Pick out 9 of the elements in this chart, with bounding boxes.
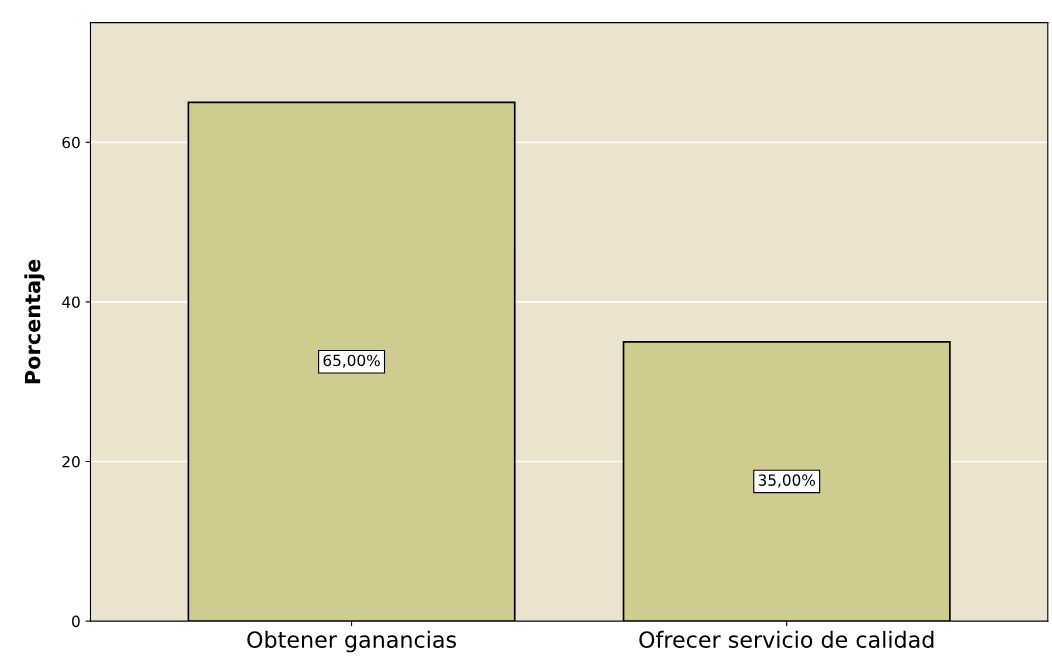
x-tick-label: Obtener ganancias: [247, 630, 456, 653]
y-tick-label: 40: [62, 296, 80, 308]
y-tick-label: 60: [62, 136, 80, 149]
y-tick-label: 0: [72, 615, 80, 628]
y-tick-label: 20: [62, 455, 80, 468]
y-axis-title: Porcentaje: [24, 259, 45, 384]
x-tick-label: Ofrecer servicio de calidad: [639, 630, 934, 649]
data-label: 35,00%: [758, 474, 815, 488]
data-label: 65,00%: [323, 354, 380, 368]
